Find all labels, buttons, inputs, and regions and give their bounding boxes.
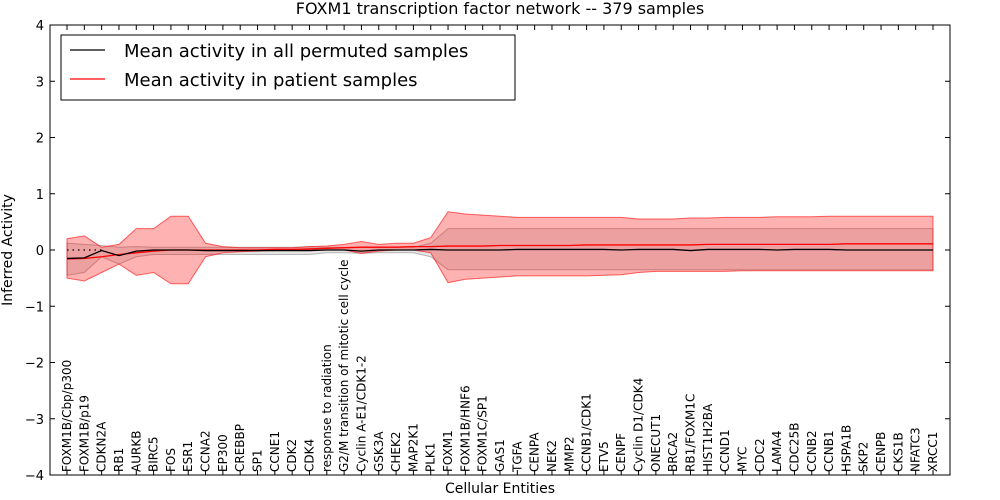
x-tick-label-43: CCNB2 [805, 430, 819, 472]
x-tick-label-42: CDC25B [787, 423, 801, 473]
series-lines [66, 243, 933, 260]
y-tick-label-1: −3 [25, 413, 44, 428]
x-tick-label-40: CDC2 [753, 438, 767, 472]
x-tick-label-15: response to radiation [320, 344, 334, 472]
x-tick-label-9: EP300 [216, 434, 230, 472]
x-tick-label-2: CDKN2A [95, 421, 109, 472]
x-tick-label-44: CCNB1 [822, 430, 836, 472]
y-tick-label-7: 3 [36, 75, 44, 90]
x-tick-label-16: G2/M transition of mitotic cell cycle [337, 259, 351, 472]
x-tick-label-31: ETV5 [597, 441, 611, 472]
x-tick-label-19: CHEK2 [389, 432, 403, 473]
x-tick-label-17: Cyclin A-E1/CDK1-2 [354, 355, 368, 472]
x-tick-label-47: CENPB [874, 432, 888, 472]
x-tick-label-4: AURKB [129, 431, 143, 472]
x-tick-label-39: MYC [735, 447, 749, 472]
x-tick-label-49: NFATC3 [909, 427, 923, 472]
x-tick-label-29: MMP2 [562, 436, 576, 472]
y-tick-label-5: 1 [36, 188, 44, 203]
x-tick-label-26: TGFA [510, 441, 524, 473]
x-axis-label: Cellular Entities [445, 481, 555, 497]
x-tick-label-28: NEK2 [545, 440, 559, 472]
x-tick-label-35: BRCA2 [666, 432, 680, 472]
series-line-0 [66, 248, 933, 260]
legend-box [60, 34, 516, 101]
x-tick-label-38: CCND1 [718, 429, 732, 472]
x-tick-label-32: CENPF [614, 433, 628, 472]
x-tick-label-45: HSPA1B [839, 425, 853, 472]
y-tick-label-0: −4 [25, 469, 44, 484]
y-axis: −4 −3 −2 −1 0 1 2 3 4 [25, 19, 950, 484]
x-tick-label-24: FOXM1C/SP1 [476, 395, 490, 472]
y-tick-label-6: 2 [36, 132, 44, 147]
x-tick-label-33: Cyclin D1/CDK4 [632, 378, 646, 472]
y-axis-label: Inferred Activity [0, 194, 16, 306]
x-tick-label-23: FOXM1B/HNF6 [458, 385, 472, 472]
x-tick-label-10: CREBBP [233, 424, 247, 472]
x-tick-label-20: MAP2K1 [406, 423, 420, 472]
legend-label-patient: Mean activity in patient samples [124, 70, 418, 91]
x-tick-label-22: FOXM1 [441, 430, 455, 472]
y-tick-label-3: −1 [25, 300, 44, 315]
x-tick-label-27: CENPA [528, 432, 542, 472]
legend: Mean activity in all permuted samples Me… [60, 34, 516, 101]
x-tick-label-34: ONECUT1 [649, 414, 663, 472]
band-1 [66, 211, 934, 285]
x-tick-label-46: SKP2 [857, 442, 871, 472]
x-tick-label-0: FOXM1B/Cbp/p300 [60, 360, 74, 472]
x-tick-label-18: GSK3A [372, 431, 386, 472]
x-tick-label-1: FOXM1B/p19 [77, 395, 91, 472]
x-tick-label-12: CCNE1 [268, 431, 282, 472]
x-tick-label-3: RB1 [112, 448, 126, 472]
x-tick-label-30: CCNB1/CDK1 [580, 393, 594, 472]
x-tick-label-6: FOS [164, 448, 178, 472]
x-tick-label-37: HIST1H2BA [701, 403, 715, 472]
x-tick-label-7: ESR1 [181, 441, 195, 472]
y-tick-label-2: −2 [25, 357, 44, 372]
x-tick-label-36: RB1/FOXM1C [684, 394, 698, 472]
x-tick-label-8: CCNA2 [199, 430, 213, 472]
x-tick-label-50: XRCC1 [926, 432, 940, 472]
x-tick-label-5: BIRC5 [147, 436, 161, 472]
legend-label-permuted: Mean activity in all permuted samples [124, 41, 468, 62]
x-tick-label-41: LAMA4 [770, 431, 784, 472]
x-tick-label-14: CDK4 [302, 439, 316, 472]
y-tick-label-8: 4 [36, 19, 44, 34]
x-tick-label-11: SP1 [251, 450, 265, 473]
x-tick-label-48: CKS1B [891, 432, 905, 472]
x-tick-label-21: PLK1 [424, 443, 438, 472]
y-tick-label-4: 0 [36, 244, 44, 259]
x-tick-label-25: GAS1 [493, 439, 507, 472]
x-axis: FOXM1B/Cbp/p300 FOXM1B/p19 CDKN2A RB1 AURKB B… [60, 25, 940, 475]
x-tick-label-13: CDK2 [285, 439, 299, 472]
chart-title: FOXM1 transcription factor network -- 37… [296, 0, 704, 18]
confidence-bands [66, 211, 934, 285]
